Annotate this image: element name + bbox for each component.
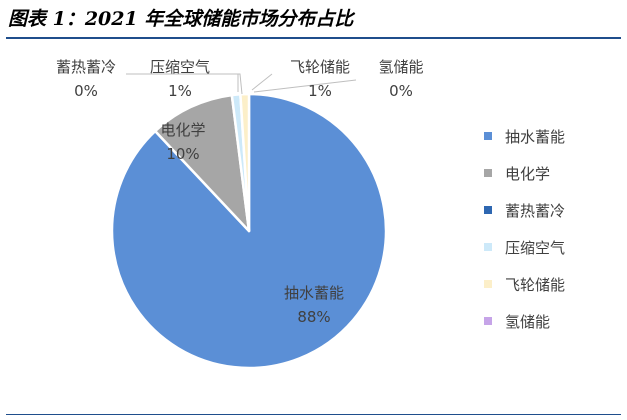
legend-swatch-4 bbox=[484, 280, 492, 288]
slice-label-name-2: 蓄热蓄冷 bbox=[56, 58, 116, 76]
slice-label-name-5: 氢储能 bbox=[378, 58, 423, 76]
bottom-divider bbox=[6, 414, 621, 415]
slice-label-name-0: 抽水蓄能 bbox=[284, 284, 344, 302]
slice-label-name-3: 压缩空气 bbox=[150, 58, 210, 76]
legend-label-1: 电化学 bbox=[505, 165, 550, 183]
slice-label-value-3: 1% bbox=[168, 82, 192, 100]
pie-slice-1 bbox=[153, 93, 251, 233]
leader-line-5 bbox=[253, 79, 357, 93]
leader-line-4 bbox=[251, 73, 273, 91]
title-divider bbox=[6, 37, 621, 39]
legend-label-0: 抽水蓄能 bbox=[505, 128, 565, 146]
legend-label-2: 蓄热蓄冷 bbox=[505, 202, 565, 220]
legend-label-4: 飞轮储能 bbox=[505, 276, 565, 294]
slice-label-value-4: 1% bbox=[308, 82, 332, 100]
legend-swatch-0 bbox=[484, 132, 492, 140]
leader-lines bbox=[126, 73, 357, 95]
slice-label-value-1: 10% bbox=[166, 145, 199, 163]
legend-swatch-1 bbox=[484, 169, 492, 177]
leader-line-3 bbox=[224, 73, 243, 95]
slice-label-name-1: 电化学 bbox=[160, 121, 205, 139]
slice-label-value-2: 0% bbox=[74, 82, 98, 100]
slice-labels: 抽水蓄能 88% 电化学 10% 蓄热蓄冷 0% 压缩空气 1% 飞轮储能 1% 氢储能 0% bbox=[56, 58, 424, 326]
slice-label-value-5: 0% bbox=[389, 82, 413, 100]
pie-slices bbox=[110, 92, 388, 370]
legend-swatch-5 bbox=[484, 317, 492, 325]
figure-title: 图表 1：2021 年全球储能市场分布占比 bbox=[8, 8, 354, 30]
legend-label-5: 氢储能 bbox=[505, 313, 550, 331]
slice-label-name-4: 飞轮储能 bbox=[290, 58, 350, 76]
legend-swatch-3 bbox=[484, 243, 492, 251]
slice-label-value-0: 88% bbox=[297, 308, 330, 326]
legend-label-3: 压缩空气 bbox=[505, 239, 565, 257]
legend-swatch-2 bbox=[484, 206, 492, 214]
